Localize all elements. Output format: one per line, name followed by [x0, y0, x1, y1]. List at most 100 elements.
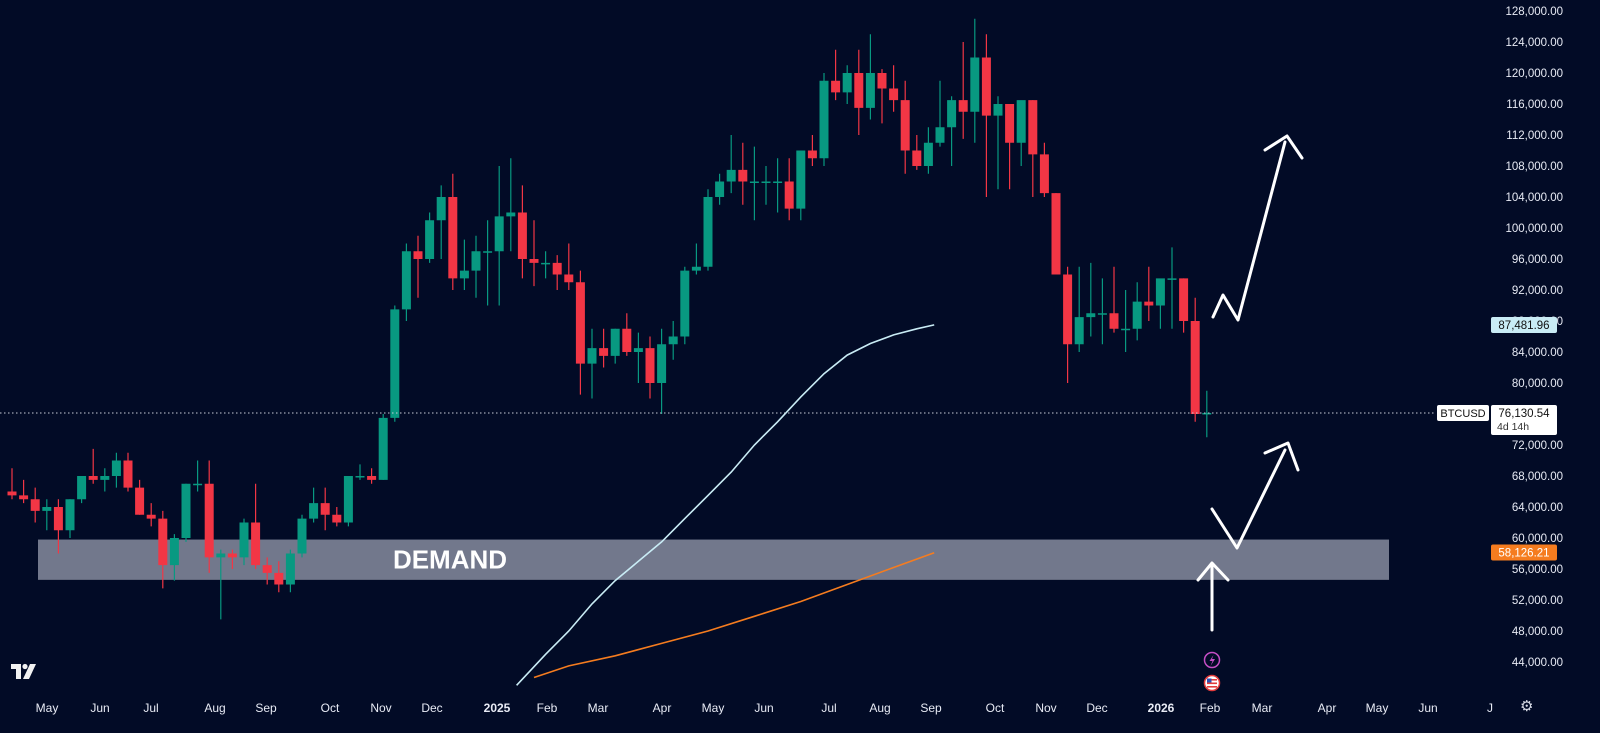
candle[interactable] [1179, 278, 1189, 333]
candle[interactable] [761, 166, 771, 205]
candle[interactable] [390, 305, 400, 422]
ma-price-tag-light[interactable]: 87,481.96 [1491, 317, 1557, 334]
candle[interactable] [123, 452, 133, 492]
candle[interactable] [216, 549, 226, 620]
candle[interactable] [355, 464, 365, 480]
candle[interactable] [146, 503, 156, 527]
candle[interactable] [541, 251, 551, 279]
candle[interactable] [970, 18, 980, 143]
candle[interactable] [1005, 104, 1015, 190]
candle[interactable] [703, 189, 713, 271]
candle[interactable] [413, 235, 423, 298]
candle[interactable] [854, 49, 864, 135]
candle[interactable] [935, 80, 945, 147]
candle[interactable] [1109, 266, 1119, 333]
candle[interactable] [1016, 100, 1026, 166]
candle[interactable] [425, 212, 435, 263]
candle[interactable] [1144, 266, 1154, 321]
candle[interactable] [552, 255, 562, 290]
candle[interactable] [19, 479, 29, 504]
moving-average-line-light[interactable] [516, 324, 935, 686]
candle[interactable] [1039, 142, 1049, 197]
candle[interactable] [784, 158, 794, 221]
candle[interactable] [1028, 100, 1038, 197]
candle[interactable] [773, 158, 783, 213]
candle[interactable] [947, 96, 957, 166]
candle[interactable] [42, 499, 52, 531]
candle[interactable] [517, 185, 527, 279]
ma-price-tag-orange[interactable]: 58,126.21 [1491, 544, 1557, 561]
candle[interactable] [1202, 390, 1212, 438]
candle[interactable] [633, 332, 643, 383]
candle[interactable] [1121, 290, 1131, 352]
candle[interactable] [1086, 262, 1096, 337]
candle[interactable] [297, 514, 307, 558]
candle[interactable] [842, 65, 852, 104]
candle[interactable] [274, 561, 284, 593]
candle[interactable] [715, 173, 725, 205]
candle[interactable] [169, 534, 179, 581]
moving-average-line-orange[interactable] [533, 551, 935, 679]
candle[interactable] [483, 220, 493, 306]
candle[interactable] [668, 321, 678, 360]
candle[interactable] [587, 328, 597, 399]
candle[interactable] [680, 266, 690, 345]
candle[interactable] [1097, 278, 1107, 345]
candle[interactable] [981, 34, 991, 197]
candle[interactable] [1190, 297, 1200, 422]
candle[interactable] [158, 510, 168, 589]
candle[interactable] [691, 243, 701, 275]
candle[interactable] [889, 65, 899, 112]
candle[interactable] [1074, 266, 1084, 352]
candle[interactable] [529, 220, 539, 287]
candle[interactable] [575, 270, 585, 395]
candle[interactable] [657, 328, 667, 414]
candle[interactable] [610, 328, 620, 364]
candle[interactable] [53, 499, 63, 554]
candle[interactable] [193, 460, 203, 492]
candle[interactable] [100, 468, 110, 492]
candle[interactable] [494, 166, 504, 306]
candle[interactable] [262, 557, 272, 585]
candle[interactable] [819, 73, 829, 166]
candle[interactable] [448, 173, 458, 290]
candle[interactable] [726, 135, 736, 194]
candle[interactable] [65, 499, 75, 538]
candle[interactable] [227, 549, 237, 569]
candle[interactable] [622, 313, 632, 356]
candle[interactable] [401, 243, 411, 322]
tradingview-logo[interactable] [10, 662, 40, 682]
candle[interactable] [285, 549, 295, 593]
lightning-event-icon[interactable] [1203, 651, 1221, 669]
candle[interactable] [923, 127, 933, 174]
candle[interactable] [251, 483, 261, 569]
candle[interactable] [30, 487, 40, 523]
candle[interactable] [436, 185, 446, 259]
candle[interactable] [564, 243, 574, 291]
candle[interactable] [320, 487, 330, 531]
candle[interactable] [599, 328, 609, 368]
candle[interactable] [7, 468, 17, 500]
candle[interactable] [796, 150, 806, 221]
candle[interactable] [459, 239, 469, 290]
candle[interactable] [1155, 278, 1165, 329]
candle[interactable] [332, 507, 342, 527]
symbol-tag[interactable]: BTCUSD [1437, 404, 1489, 421]
candle[interactable] [239, 518, 249, 566]
candle[interactable] [111, 452, 121, 488]
candle[interactable] [1051, 193, 1061, 275]
candle[interactable] [1063, 266, 1073, 383]
candle[interactable] [77, 476, 87, 504]
candle[interactable] [749, 146, 759, 221]
candle[interactable] [877, 69, 887, 124]
candle[interactable] [378, 414, 388, 480]
candle[interactable] [181, 483, 191, 542]
candle[interactable] [993, 96, 1003, 190]
candle[interactable] [1132, 282, 1142, 341]
candle[interactable] [958, 42, 968, 139]
candle[interactable] [88, 448, 98, 484]
candle[interactable] [900, 80, 910, 174]
candle[interactable] [471, 235, 481, 298]
